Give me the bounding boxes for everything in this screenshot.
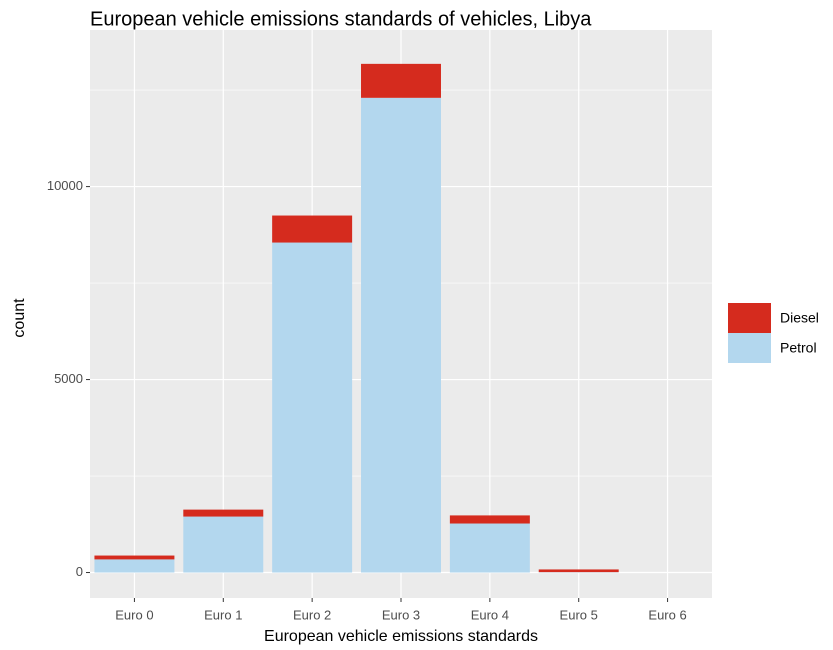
legend-label: Diesel [780, 310, 819, 326]
chart-title: European vehicle emissions standards of … [90, 8, 592, 30]
x-tick-label: Euro 2 [293, 607, 331, 622]
bar-segment [183, 509, 264, 517]
legend-label: Petrol [780, 340, 817, 356]
bar-segment [94, 559, 175, 573]
x-tick-label: Euro 0 [115, 607, 153, 622]
bar-segment [272, 242, 353, 573]
y-tick-label: 0 [76, 564, 83, 579]
bar-segment [538, 569, 619, 573]
legend-swatch [728, 333, 771, 363]
bar-segment [272, 215, 353, 243]
y-tick-label: 5000 [54, 371, 83, 386]
x-tick-label: Euro 5 [560, 607, 598, 622]
y-tick-label: 10000 [47, 178, 83, 193]
bar-segment [361, 63, 441, 98]
bar-segment [94, 555, 175, 560]
legend-swatch [728, 303, 771, 333]
y-axis-label: count [11, 298, 28, 338]
bar-segment [361, 97, 441, 573]
bar-segment [449, 515, 530, 524]
x-tick-label: Euro 1 [204, 607, 242, 622]
bar-segment [449, 523, 530, 573]
x-axis-label: European vehicle emissions standards [264, 628, 538, 645]
x-tick-label: Euro 3 [382, 607, 420, 622]
x-tick-label: Euro 6 [648, 607, 686, 622]
x-tick-label: Euro 4 [471, 607, 509, 622]
bar-segment [183, 516, 264, 573]
